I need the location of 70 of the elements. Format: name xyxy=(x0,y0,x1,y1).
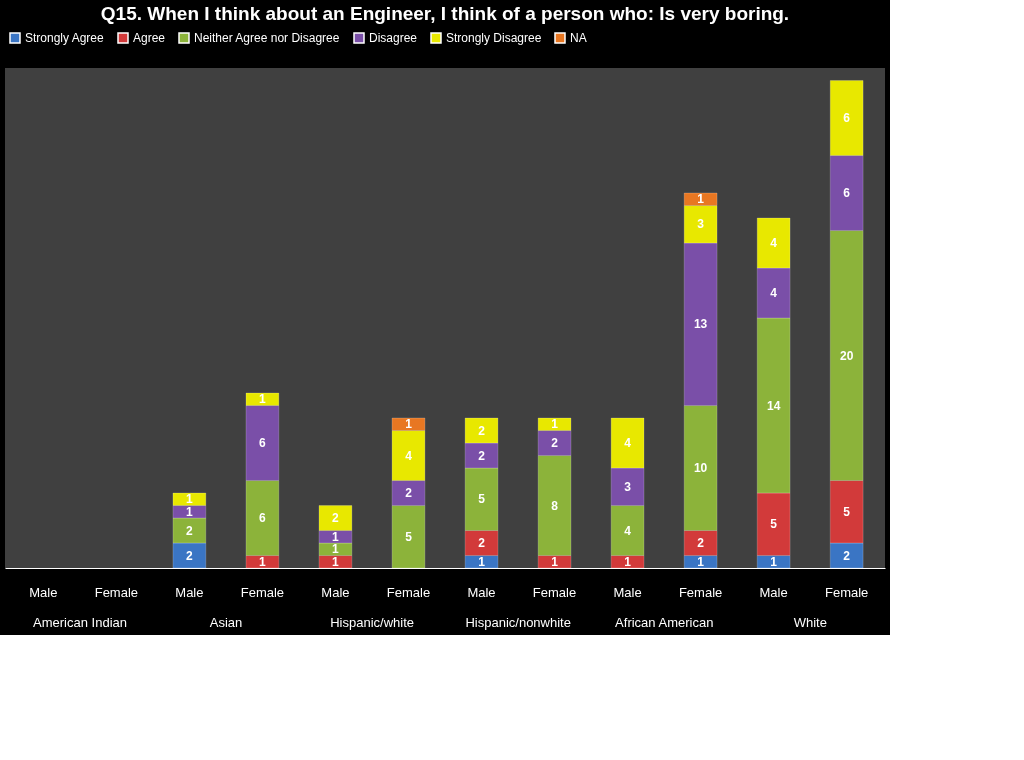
text: American Indian xyxy=(33,615,127,630)
data-label: 1 xyxy=(697,192,705,207)
legend-label: Neither Agree nor Disagree xyxy=(194,31,340,45)
text: Hispanic/nonwhite xyxy=(465,615,571,630)
x-tick-label: Female xyxy=(386,584,431,600)
x-tick-label: Female xyxy=(240,584,285,600)
data-label: 1 xyxy=(332,529,340,544)
x-tick-label: Male xyxy=(467,584,496,600)
data-label: 20 xyxy=(839,348,854,363)
data-label: 5 xyxy=(405,529,413,544)
data-label: 2 xyxy=(186,523,194,538)
data-label: 1 xyxy=(624,554,632,569)
data-label: 1 xyxy=(259,554,267,569)
data-label: 1 xyxy=(551,417,559,432)
data-label: 1 xyxy=(770,554,778,569)
x-tick-label: Male xyxy=(613,584,642,600)
x-tick-label: Male xyxy=(759,584,788,600)
legend-label: Disagree xyxy=(369,31,418,45)
legend-label: Strongly Disagree xyxy=(446,31,542,45)
data-label: 2 xyxy=(332,511,340,525)
data-label: 1 xyxy=(332,542,340,557)
data-label: 3 xyxy=(624,479,632,494)
x-tick-label: Male xyxy=(321,584,350,600)
data-label: 1 xyxy=(478,554,486,569)
data-label: 2 xyxy=(186,548,194,563)
data-label: 6 xyxy=(259,436,267,450)
data-label: 2 xyxy=(551,436,559,450)
data-label: 1 xyxy=(186,504,194,519)
legend-label: NA xyxy=(570,31,587,45)
data-label: 5 xyxy=(478,492,486,507)
data-label: 1 xyxy=(697,554,705,569)
data-label: 2 xyxy=(478,448,486,463)
data-label: 2 xyxy=(697,536,705,550)
data-label: 4 xyxy=(624,436,632,450)
text: White xyxy=(793,615,827,630)
data-label: 2 xyxy=(478,536,486,550)
data-label: 6 xyxy=(843,111,851,125)
x-tick-label: Female xyxy=(94,584,139,600)
data-label: 4 xyxy=(624,523,632,538)
data-label: 6 xyxy=(259,511,267,525)
data-label: 1 xyxy=(259,392,267,407)
data-label: 1 xyxy=(551,554,559,569)
x-tick-label: Male xyxy=(29,584,58,600)
data-label: 2 xyxy=(843,548,851,563)
chart-title: Q15. When I think about an Engineer, I think of a person who: Is very boring. xyxy=(100,3,790,24)
data-label: 8 xyxy=(551,498,559,513)
data-label: 4 xyxy=(770,286,778,300)
data-label: 3 xyxy=(697,217,705,232)
data-label: 13 xyxy=(693,317,708,332)
data-label: 14 xyxy=(766,398,781,413)
legend-label: Strongly Agree xyxy=(25,31,105,45)
data-label: 1 xyxy=(186,492,194,507)
data-label: 5 xyxy=(843,504,851,519)
x-tick-label: Male xyxy=(175,584,204,600)
data-label: 1 xyxy=(405,417,413,432)
legend-label: Agree xyxy=(133,31,166,45)
text: Hispanic/white xyxy=(330,615,415,630)
text: Asian xyxy=(209,615,243,630)
data-label: 2 xyxy=(405,486,413,500)
data-label: 2 xyxy=(478,423,486,438)
x-tick-label: Female xyxy=(532,584,577,600)
data-label: 4 xyxy=(405,448,413,463)
data-label: 10 xyxy=(693,461,708,475)
data-label: 4 xyxy=(770,236,778,250)
x-tick-label: Female xyxy=(824,584,869,600)
data-label: 5 xyxy=(770,517,778,532)
data-label: 6 xyxy=(843,186,851,200)
text: African American xyxy=(615,615,714,630)
data-label: 1 xyxy=(332,554,340,569)
x-tick-label: Female xyxy=(678,584,723,600)
